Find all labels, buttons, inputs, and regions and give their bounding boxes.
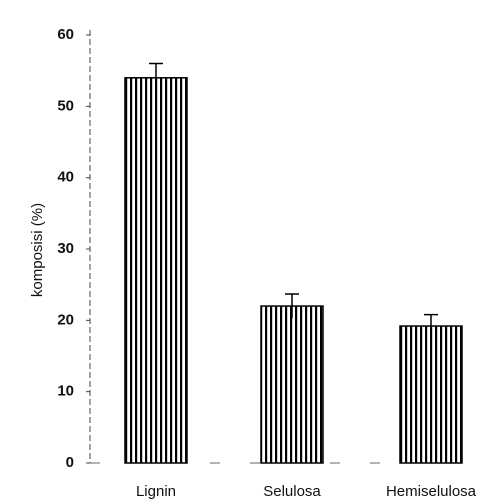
- x-tick-label: Selulosa: [263, 483, 321, 500]
- y-tick-label: 60: [57, 26, 74, 43]
- bar: [124, 77, 188, 464]
- x-tick-label: Hemiselulosa: [386, 483, 477, 500]
- y-tick-label: 50: [57, 97, 74, 114]
- error-bar: [285, 293, 299, 319]
- bar: [399, 325, 463, 464]
- error-bar: [149, 62, 163, 93]
- y-tick-label: 10: [57, 383, 74, 400]
- y-tick-label: 30: [57, 240, 74, 257]
- y-axis-label: komposisi (%): [29, 203, 46, 297]
- x-tick-label: Lignin: [136, 483, 176, 500]
- error-bar: [424, 313, 438, 338]
- y-tick-label: 40: [57, 169, 74, 186]
- y-tick-label: 20: [57, 311, 74, 328]
- y-tick-label: 0: [66, 454, 74, 471]
- bar: [260, 305, 324, 464]
